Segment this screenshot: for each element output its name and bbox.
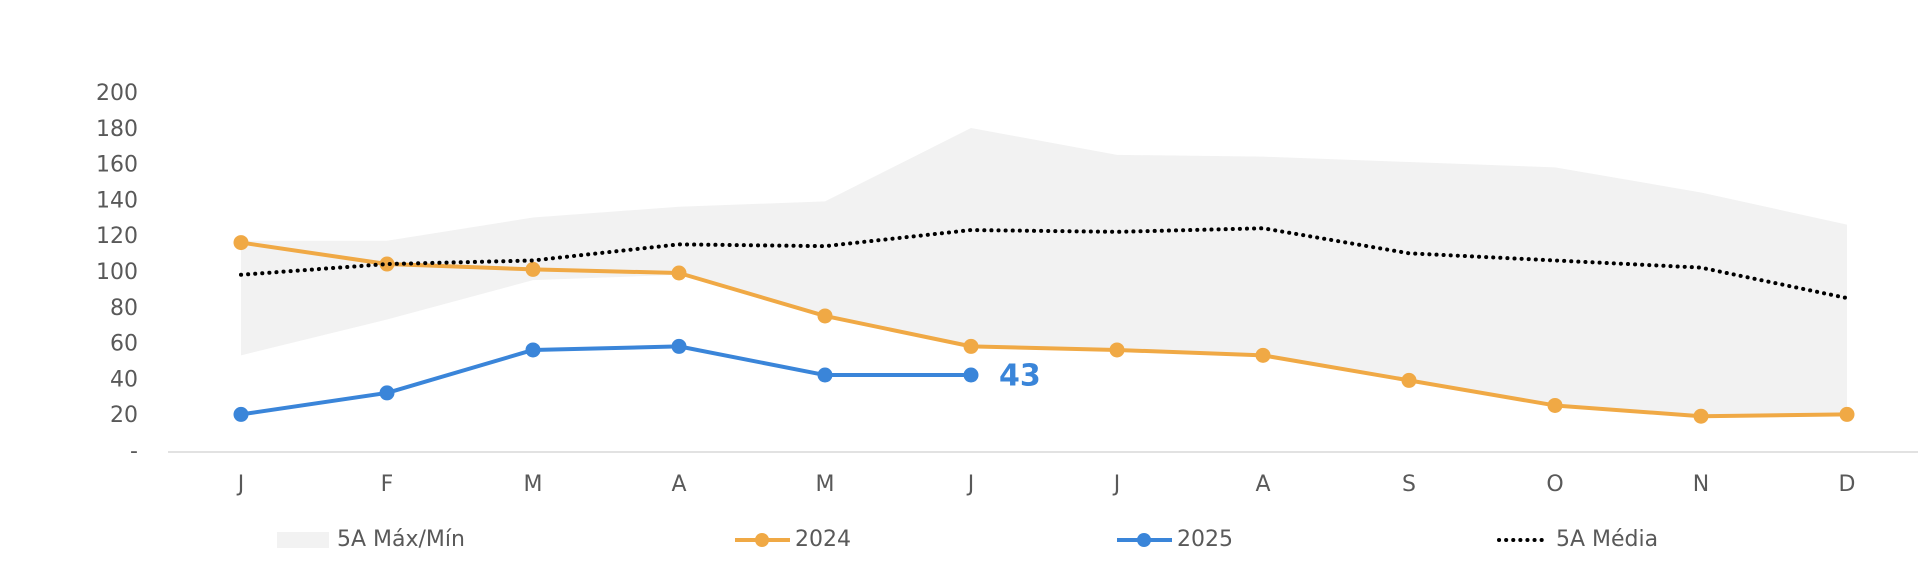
x-tick-label: A bbox=[671, 472, 686, 497]
legend-label: 2024 bbox=[795, 527, 851, 552]
legend-item: 5A Média bbox=[1497, 527, 1658, 552]
point bbox=[1547, 397, 1563, 413]
point bbox=[817, 308, 833, 324]
point bbox=[525, 342, 541, 358]
series-line bbox=[240, 240, 1848, 419]
x-tick-label: M bbox=[524, 472, 543, 497]
x-tick-label: F bbox=[381, 472, 394, 497]
legend-marker bbox=[1137, 533, 1151, 547]
x-tick-label: J bbox=[236, 472, 245, 497]
y-tick-label: 100 bbox=[96, 260, 138, 285]
data-label: 43 bbox=[999, 359, 1041, 394]
y-tick-label: 40 bbox=[110, 367, 138, 392]
point bbox=[1255, 347, 1271, 363]
point bbox=[817, 367, 833, 383]
y-tick-label: 200 bbox=[96, 81, 138, 106]
average-line bbox=[239, 226, 1849, 301]
point bbox=[963, 367, 979, 383]
x-tick-label: S bbox=[1402, 472, 1416, 497]
x-tick-label: O bbox=[1546, 472, 1563, 497]
legend-item: 2024 bbox=[735, 527, 851, 552]
x-tick-label: A bbox=[1255, 472, 1270, 497]
x-tick-label: J bbox=[966, 472, 975, 497]
y-tick-label: 60 bbox=[110, 332, 138, 357]
point bbox=[1109, 342, 1125, 358]
legend-marker bbox=[755, 533, 769, 547]
legend-label: 2025 bbox=[1177, 527, 1233, 552]
y-tick-label: 80 bbox=[110, 296, 138, 321]
x-tick-label: J bbox=[1112, 472, 1121, 497]
legend-swatch bbox=[277, 532, 329, 548]
point bbox=[963, 338, 979, 354]
legend-label: 5A Máx/Mín bbox=[337, 527, 465, 552]
point bbox=[379, 385, 395, 401]
legend-item: 5A Máx/Mín bbox=[277, 527, 465, 552]
y-tick-label: 180 bbox=[96, 117, 138, 142]
y-tick-label: - bbox=[130, 439, 138, 464]
point bbox=[1839, 406, 1855, 422]
point bbox=[671, 338, 687, 354]
y-tick-label: 160 bbox=[96, 153, 138, 178]
x-tick-label: N bbox=[1693, 472, 1709, 497]
y-tick-label: 20 bbox=[110, 403, 138, 428]
x-tick-label: D bbox=[1839, 472, 1856, 497]
legend-item: 2025 bbox=[1117, 527, 1233, 552]
point bbox=[1693, 408, 1709, 424]
point bbox=[233, 235, 249, 251]
point bbox=[671, 265, 687, 281]
point bbox=[525, 261, 541, 277]
x-tick-label: M bbox=[816, 472, 835, 497]
point bbox=[1401, 372, 1417, 388]
y-tick-label: 140 bbox=[96, 188, 138, 213]
series-line bbox=[240, 344, 971, 417]
legend-label: 5A Média bbox=[1556, 527, 1658, 552]
y-tick-label: 120 bbox=[96, 224, 138, 249]
range-band bbox=[241, 128, 1847, 417]
point bbox=[379, 256, 395, 272]
point bbox=[233, 406, 249, 422]
